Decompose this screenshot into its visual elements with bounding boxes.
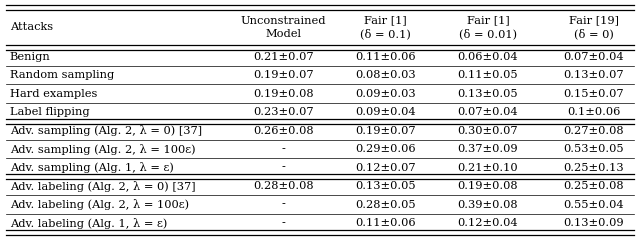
- Text: 0.39±0.08: 0.39±0.08: [458, 200, 518, 210]
- Text: 0.15±0.07: 0.15±0.07: [563, 89, 624, 99]
- Text: 0.29±0.06: 0.29±0.06: [355, 144, 416, 154]
- Text: 0.07±0.04: 0.07±0.04: [458, 107, 518, 117]
- Text: 0.07±0.04: 0.07±0.04: [563, 52, 624, 62]
- Text: 0.25±0.13: 0.25±0.13: [563, 163, 624, 173]
- Text: Adv. labeling (Alg. 1, λ = ε): Adv. labeling (Alg. 1, λ = ε): [10, 218, 167, 228]
- Text: Adv. sampling (Alg. 2, λ = 100ε): Adv. sampling (Alg. 2, λ = 100ε): [10, 144, 195, 155]
- Text: 0.13±0.09: 0.13±0.09: [563, 218, 624, 228]
- Text: 0.28±0.08: 0.28±0.08: [253, 181, 314, 191]
- Text: 0.13±0.05: 0.13±0.05: [458, 89, 518, 99]
- Text: 0.23±0.07: 0.23±0.07: [253, 107, 314, 117]
- Text: 0.19±0.07: 0.19±0.07: [355, 126, 416, 136]
- Text: 0.37±0.09: 0.37±0.09: [458, 144, 518, 154]
- Text: 0.08±0.03: 0.08±0.03: [355, 70, 416, 80]
- Text: 0.55±0.04: 0.55±0.04: [563, 200, 624, 210]
- Text: 0.19±0.08: 0.19±0.08: [458, 181, 518, 191]
- Text: 0.19±0.07: 0.19±0.07: [253, 70, 314, 80]
- Text: 0.19±0.08: 0.19±0.08: [253, 89, 314, 99]
- Text: 0.21±0.07: 0.21±0.07: [253, 52, 314, 62]
- Text: 0.27±0.08: 0.27±0.08: [563, 126, 624, 136]
- Text: Adv. sampling (Alg. 2, λ = 0) [37]: Adv. sampling (Alg. 2, λ = 0) [37]: [10, 125, 202, 136]
- Text: 0.09±0.03: 0.09±0.03: [355, 89, 416, 99]
- Text: 0.13±0.05: 0.13±0.05: [355, 181, 416, 191]
- Text: -: -: [281, 200, 285, 210]
- Text: Hard examples: Hard examples: [10, 89, 97, 99]
- Text: Fair [1]
(δ = 0.1): Fair [1] (δ = 0.1): [360, 15, 411, 39]
- Text: 0.30±0.07: 0.30±0.07: [458, 126, 518, 136]
- Text: 0.13±0.07: 0.13±0.07: [563, 70, 624, 80]
- Text: Fair [19]
(δ = 0): Fair [19] (δ = 0): [568, 15, 619, 39]
- Text: 0.25±0.08: 0.25±0.08: [563, 181, 624, 191]
- Text: 0.09±0.04: 0.09±0.04: [355, 107, 416, 117]
- Text: 0.11±0.06: 0.11±0.06: [355, 52, 416, 62]
- Text: Fair [1]
(δ = 0.01): Fair [1] (δ = 0.01): [459, 15, 517, 39]
- Text: 0.21±0.10: 0.21±0.10: [458, 163, 518, 173]
- Text: -: -: [281, 144, 285, 154]
- Text: -: -: [281, 163, 285, 173]
- Text: Benign: Benign: [10, 52, 51, 62]
- Text: Adv. labeling (Alg. 2, λ = 100ε): Adv. labeling (Alg. 2, λ = 100ε): [10, 199, 189, 210]
- Text: Adv. sampling (Alg. 1, λ = ε): Adv. sampling (Alg. 1, λ = ε): [10, 162, 173, 173]
- Text: 0.26±0.08: 0.26±0.08: [253, 126, 314, 136]
- Text: 0.06±0.04: 0.06±0.04: [458, 52, 518, 62]
- Text: 0.1±0.06: 0.1±0.06: [567, 107, 620, 117]
- Text: 0.11±0.05: 0.11±0.05: [458, 70, 518, 80]
- Text: 0.28±0.05: 0.28±0.05: [355, 200, 416, 210]
- Text: Unconstrained
Model: Unconstrained Model: [241, 16, 326, 39]
- Text: -: -: [281, 218, 285, 228]
- Text: Label flipping: Label flipping: [10, 107, 89, 117]
- Text: 0.12±0.07: 0.12±0.07: [355, 163, 416, 173]
- Text: 0.11±0.06: 0.11±0.06: [355, 218, 416, 228]
- Text: 0.12±0.04: 0.12±0.04: [458, 218, 518, 228]
- Text: Adv. labeling (Alg. 2, λ = 0) [37]: Adv. labeling (Alg. 2, λ = 0) [37]: [10, 181, 195, 191]
- Text: Attacks: Attacks: [10, 22, 52, 32]
- Text: 0.53±0.05: 0.53±0.05: [563, 144, 624, 154]
- Text: Random sampling: Random sampling: [10, 70, 114, 80]
